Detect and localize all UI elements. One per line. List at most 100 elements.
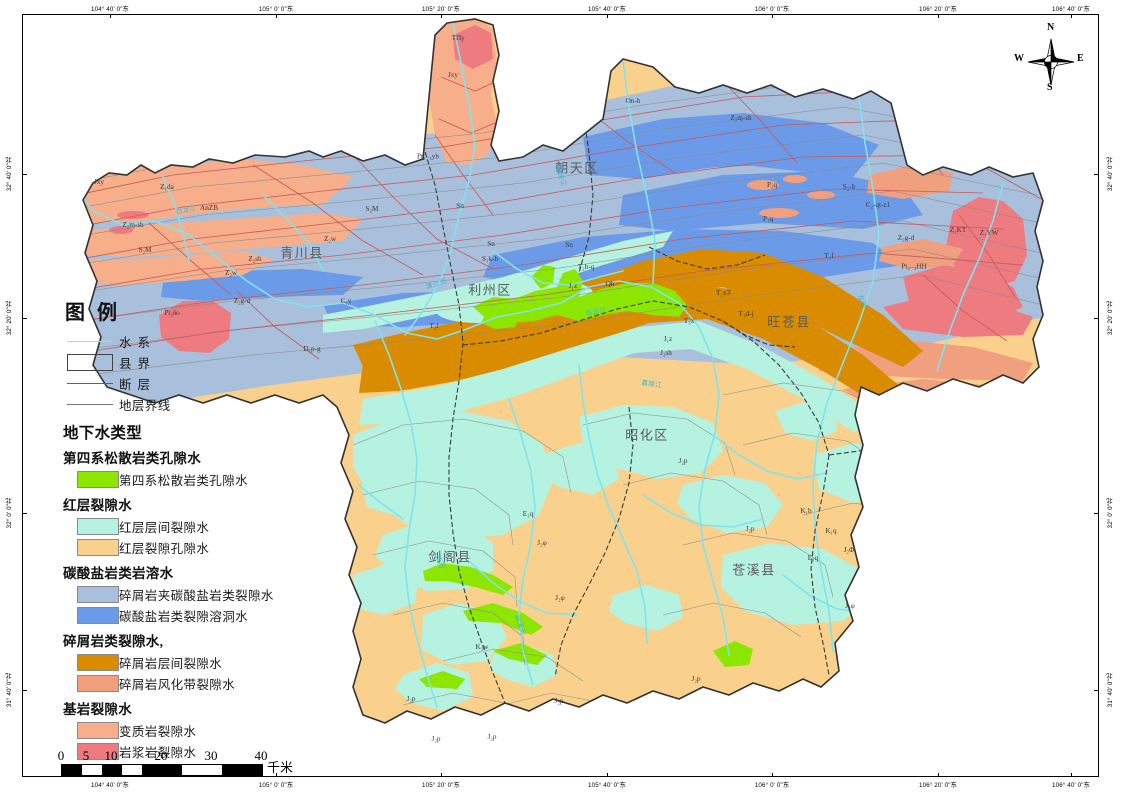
legend-swatch-holder — [61, 675, 119, 692]
legend-swatch-row: 碎屑岩夹碳酸盐岩类裂隙水 — [61, 584, 293, 605]
legend-swatch-row: 碳酸盐岩类裂隙溶洞水 — [61, 605, 293, 626]
longitude-label: 106° 40' 0"东 — [1052, 6, 1090, 13]
longitude-tick — [938, 14, 939, 18]
latitude-tick — [22, 174, 27, 175]
scale-tick-label: 20 — [154, 748, 168, 763]
legend-swatch-row: 第四系松散岩类孔隙水 — [61, 469, 293, 490]
latitude-label: 32° 20' 0"北 — [6, 300, 13, 336]
longitude-tick — [441, 773, 442, 777]
compass-east-label: E — [1077, 53, 1084, 64]
scale-segment — [62, 765, 82, 775]
legend-line-symbol — [67, 340, 113, 342]
legend-item-label: 变质岩裂隙水 — [119, 725, 197, 739]
map-neatline: 青川县 朝天区 利州区 旺苍县 昭化区 剑阁县 苍溪县 TΠγ Jxy Pt₂₋₃yb Jxy Z₁d… — [22, 14, 1099, 777]
latitude-label: 32° 40' 0"北 — [6, 156, 13, 192]
legend-group-heading-4: 碎屑岩类裂隙水, — [63, 634, 164, 649]
longitude-tick — [1071, 14, 1072, 18]
latitude-tick — [1094, 690, 1099, 691]
scale-segment — [142, 765, 182, 775]
legend-item-label: 红层层间裂隙水 — [119, 521, 210, 535]
scale-segment — [122, 765, 142, 775]
legend-group-heading-5: 基岩裂隙水 — [63, 702, 132, 717]
scale-tick-label: 0 — [57, 748, 65, 763]
map-canvas[interactable]: 青川县 朝天区 利州区 旺苍县 昭化区 剑阁县 苍溪县 TΠγ Jxy Pt₂₋₃yb Jxy Z₁d… — [23, 15, 1098, 776]
legend-swatch-row: 变质岩裂隙水 — [61, 720, 293, 741]
legend-color-swatch — [77, 518, 119, 535]
legend-swatch-row: 红层裂隙孔隙水 — [61, 537, 293, 558]
legend-swatch-holder — [61, 518, 119, 535]
legend-color-swatch — [77, 654, 119, 671]
scale-segment — [102, 765, 122, 775]
legend-swatch-holder — [61, 607, 119, 624]
legend-item-label: 碎屑岩夹碳酸盐岩类裂隙水 — [119, 589, 274, 603]
legend-row-label: 地层界线 — [119, 398, 171, 413]
longitude-tick — [607, 14, 608, 18]
compass-south-label: S — [1047, 82, 1053, 93]
longitude-label: 106° 20' 0"东 — [919, 782, 957, 789]
scale-bar: 0 5 10 20 30 40 千米 — [57, 748, 293, 776]
latitude-label: 32° 20' 0"北 — [1107, 300, 1114, 336]
latitude-tick — [22, 513, 27, 514]
legend-groups: 第四系松散岩类孔隙水 第四系松散岩类孔隙水 红层裂隙水 红层层间裂隙水 红层裂隙孔隙水碳… — [61, 447, 293, 762]
longitude-label: 105° 20' 0"东 — [422, 6, 460, 13]
legend-swatch-row: 碎屑岩层间裂隙水 — [61, 652, 293, 673]
legend-title: 图例 — [65, 302, 129, 324]
latitude-tick — [1094, 318, 1099, 319]
longitude-tick — [938, 773, 939, 777]
legend-color-swatch — [77, 539, 119, 556]
scale-segment — [222, 765, 262, 775]
latitude-tick — [1094, 513, 1099, 514]
longitude-label: 104° 40' 0"东 — [91, 6, 129, 13]
longitude-label: 106° 0' 0"东 — [754, 6, 790, 13]
legend-item-label: 岩浆岩裂隙水 — [119, 746, 197, 760]
latitude-tick — [1094, 174, 1099, 175]
legend-color-swatch — [77, 471, 119, 488]
scale-tick-label: 5 — [82, 748, 90, 763]
geology-map-svg[interactable] — [23, 15, 1098, 776]
legend-swatch-row: 岩浆岩裂隙水 — [61, 741, 293, 762]
longitude-label: 106° 40' 0"东 — [1052, 782, 1090, 789]
latitude-label: 32° 0' 0"北 — [1107, 497, 1114, 529]
scale-segment — [82, 765, 102, 775]
river-network — [83, 22, 1004, 708]
legend-color-swatch — [77, 722, 119, 739]
legend-swatch-holder — [61, 743, 119, 760]
legend-row-2: 县界 — [61, 352, 293, 372]
legend-symbol-line — [61, 340, 119, 342]
legend-item-label: 红层裂隙孔隙水 — [119, 542, 210, 556]
legend-color-swatch — [77, 675, 119, 692]
longitude-label: 105° 20' 0"东 — [422, 782, 460, 789]
legend-symbol-line — [61, 382, 119, 384]
scale-segment — [182, 765, 222, 775]
longitude-tick — [772, 14, 773, 18]
longitude-tick — [276, 14, 277, 18]
longitude-tick — [110, 14, 111, 18]
legend-item-label: 第四系松散岩类孔隙水 — [119, 474, 249, 488]
legend-color-swatch — [77, 607, 119, 624]
longitude-label: 105° 40' 0"东 — [588, 782, 626, 789]
scale-tick-label: 40 — [254, 748, 268, 763]
legend-swatch-row: 红层层间裂隙水 — [61, 516, 293, 537]
legend-swatch-holder — [61, 722, 119, 739]
legend-row-3: 断层 — [61, 373, 293, 393]
legend-symbol-line — [61, 403, 119, 405]
legend-swatch-holder — [61, 654, 119, 671]
longitude-label: 105° 40' 0"东 — [588, 6, 626, 13]
legend-swatch-holder — [61, 586, 119, 603]
longitude-label: 104° 40' 0"东 — [91, 782, 129, 789]
legend-line-symbol — [67, 382, 113, 384]
longitude-label: 105° 0' 0"东 — [258, 782, 294, 789]
latitude-tick — [22, 318, 27, 319]
county-boundary-symbol — [67, 353, 113, 371]
legend-item-label: 碎屑岩风化带裂隙水 — [119, 678, 236, 692]
latitude-label: 31° 40' 0"北 — [1107, 672, 1114, 708]
legend-row-label: 水系 — [119, 335, 157, 350]
study-area-boundary — [82, 18, 1044, 724]
scale-tick-label: 30 — [204, 748, 218, 763]
longitude-tick — [276, 773, 277, 777]
legend-symbol-rows: 水系县界 断层地层界线 — [61, 331, 293, 414]
latitude-label: 32° 0' 0"北 — [6, 497, 13, 529]
latitude-label: 32° 40' 0"北 — [1107, 156, 1114, 192]
legend-groundwater-heading: 地下水类型 — [63, 425, 143, 442]
legend-item-label: 碳酸盐岩类裂隙溶洞水 — [119, 610, 249, 624]
